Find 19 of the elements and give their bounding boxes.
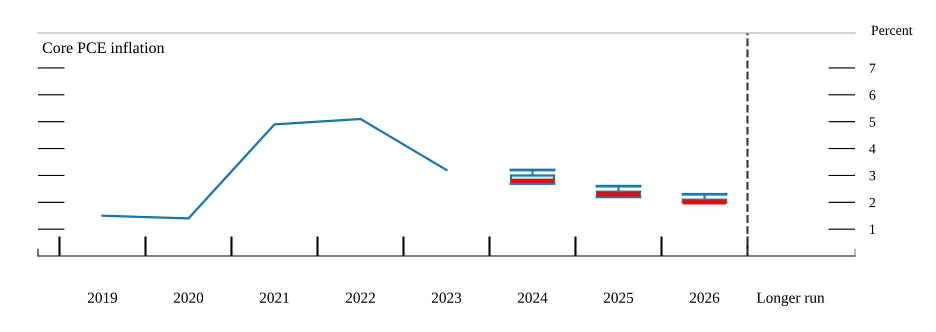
x-tick-label: 2021 — [260, 292, 289, 303]
y-tick-label: 6 — [869, 90, 876, 100]
x-tick-label: 2022 — [346, 292, 375, 303]
x-tick-label: Longer run — [756, 292, 824, 306]
chart-title: Core PCE inflation — [42, 42, 164, 54]
y-tick-label: 4 — [869, 144, 876, 154]
y-tick-label: 7 — [870, 64, 876, 73]
x-tick-label: 2020 — [174, 292, 204, 303]
y-tick-label: 5 — [870, 117, 876, 127]
line-series — [101, 118, 448, 220]
y-tick-label: 1 — [870, 224, 875, 234]
x-tick-label: 2026 — [690, 292, 720, 303]
x-tick-label: 2019 — [88, 292, 118, 303]
x-tick-label: 2025 — [604, 292, 634, 303]
y-tick-label: 3 — [870, 171, 876, 180]
x-tick-label: 2023 — [432, 292, 462, 303]
x-tick-label: 2024 — [518, 292, 548, 303]
y-axis-title: Percent — [871, 26, 913, 35]
y-tick-label: 2 — [870, 198, 876, 208]
